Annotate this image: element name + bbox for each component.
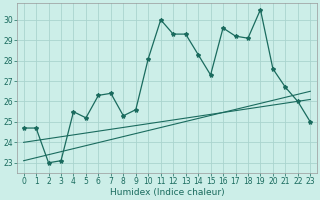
X-axis label: Humidex (Indice chaleur): Humidex (Indice chaleur) <box>110 188 224 197</box>
